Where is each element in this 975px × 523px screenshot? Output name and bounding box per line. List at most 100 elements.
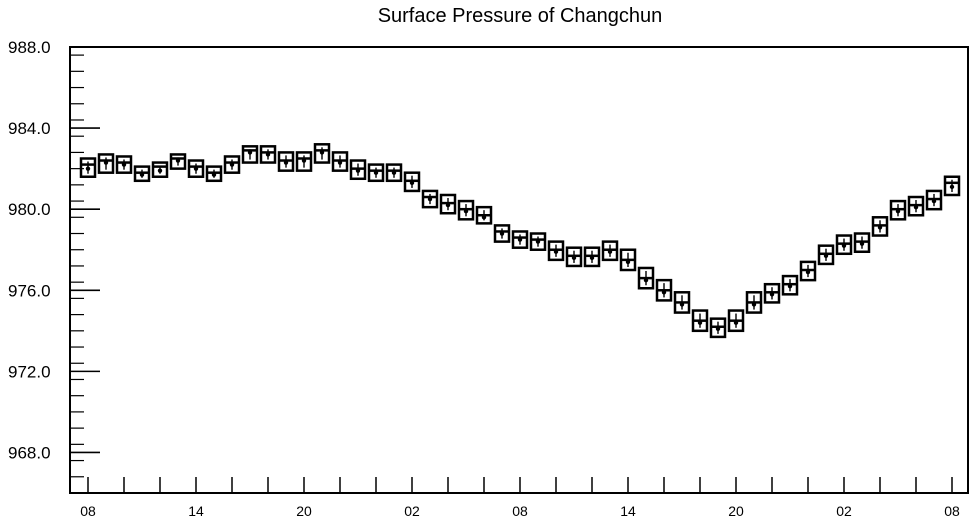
box-mean-point	[391, 170, 397, 175]
box-item	[169, 153, 187, 170]
box-body	[169, 153, 187, 170]
box-mean-point	[787, 284, 793, 289]
box-mean-point	[175, 158, 181, 163]
box-mean-point	[823, 253, 829, 259]
y-tick-label: 980.0	[8, 200, 51, 219]
box-item	[367, 163, 385, 183]
x-tick-label: 02	[404, 503, 420, 519]
box-mean-point	[319, 150, 325, 155]
box-mean-point	[445, 202, 451, 208]
box-mean-point	[283, 160, 289, 165]
box-mean-point	[949, 184, 955, 190]
x-tick-label: 14	[188, 503, 204, 519]
box-mean-point	[481, 215, 487, 220]
box-mean-point	[751, 302, 757, 307]
box-body	[421, 189, 439, 209]
box-item	[349, 159, 367, 181]
box-mean-point	[733, 320, 739, 325]
x-tick-label: 08	[512, 503, 528, 519]
box-item	[241, 145, 259, 164]
box-item	[295, 151, 313, 172]
box-mean-point	[229, 162, 235, 167]
y-tick-label: 988.0	[8, 38, 51, 57]
box-body	[511, 230, 529, 249]
box-body	[529, 232, 547, 251]
box-item	[763, 282, 781, 304]
box-mean-point	[913, 204, 919, 210]
box-item	[619, 248, 637, 272]
box-mean-point	[247, 150, 253, 155]
box-mean-point	[463, 209, 469, 214]
box-mean-point	[841, 243, 847, 248]
box-mean-point	[625, 259, 631, 265]
box-body	[97, 153, 115, 174]
y-tick-label: 984.0	[8, 119, 51, 138]
box-item	[925, 189, 943, 211]
box-item	[709, 317, 727, 339]
box-mean-point	[373, 170, 379, 175]
box-body	[313, 143, 331, 164]
x-axis: 08 14 20 02 08 14 20 02 08	[80, 477, 960, 519]
box-mean-point	[715, 326, 721, 331]
box-item	[97, 153, 115, 174]
box-item	[673, 291, 691, 314]
box-mean-point	[301, 158, 307, 163]
box-item	[727, 309, 745, 333]
box-mean-point	[265, 152, 271, 157]
y-axis: 968.0 972.0 976.0 980.0 984.0 988.0	[8, 38, 100, 494]
box-mean-point	[931, 198, 937, 204]
y-tick-label: 968.0	[8, 443, 51, 462]
y-tick-label: 976.0	[8, 281, 51, 300]
box-item	[583, 246, 601, 268]
box-item	[799, 260, 817, 282]
box-body	[79, 157, 97, 178]
box-item	[493, 224, 511, 243]
box-item	[889, 199, 907, 221]
box-mean-point	[427, 196, 433, 202]
box-mean-point	[157, 168, 163, 173]
box-item	[691, 309, 709, 333]
box-mean-point	[697, 320, 703, 325]
box-item	[547, 240, 565, 262]
y-tick-label: 972.0	[8, 362, 51, 381]
box-item	[745, 291, 763, 314]
x-tick-label: 20	[296, 503, 312, 519]
box-item	[529, 232, 547, 251]
box-item	[313, 143, 331, 164]
box-body	[385, 163, 403, 183]
box-body	[295, 151, 313, 172]
box-mean-point	[859, 241, 865, 246]
box-body	[151, 161, 169, 178]
box-body	[259, 145, 277, 164]
box-mean-point	[103, 160, 109, 165]
box-item	[511, 230, 529, 249]
plot-frame	[69, 46, 969, 494]
box-item	[151, 161, 169, 178]
box-mean-point	[535, 239, 541, 244]
box-item	[223, 155, 241, 174]
box-body	[493, 224, 511, 243]
box-body	[943, 175, 961, 197]
box-item	[385, 163, 403, 183]
x-tick-label: 20	[728, 503, 744, 519]
box-mean-point	[517, 237, 523, 242]
box-mean-point	[895, 209, 901, 214]
box-item	[421, 189, 439, 209]
box-mean-point	[211, 172, 217, 177]
box-mean-point	[877, 225, 883, 230]
box-mean-point	[661, 290, 667, 295]
box-mean-point	[589, 255, 595, 261]
box-body	[241, 145, 259, 164]
box-body	[115, 155, 133, 174]
chart-title: Surface Pressure of Changchun	[378, 5, 663, 27]
box-mean-point	[499, 231, 505, 236]
box-mean-point	[355, 168, 361, 173]
box-item	[475, 205, 493, 225]
box-mean-point	[121, 162, 127, 167]
box-mean-point	[85, 166, 91, 171]
box-mean-point	[571, 255, 577, 261]
box-mean-point	[139, 172, 145, 177]
box-mean-point	[193, 166, 199, 171]
box-item	[655, 278, 673, 302]
